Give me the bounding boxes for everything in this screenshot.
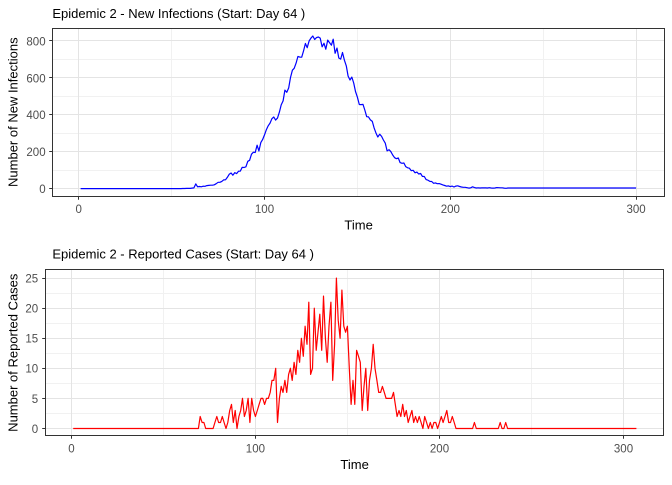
svg-text:100: 100 (246, 443, 265, 455)
svg-text:20: 20 (25, 304, 38, 316)
svg-text:0: 0 (68, 443, 74, 455)
svg-text:400: 400 (26, 110, 45, 122)
svg-text:100: 100 (255, 204, 274, 216)
svg-text:Time: Time (344, 218, 372, 233)
svg-text:0: 0 (32, 424, 38, 436)
svg-text:300: 300 (627, 204, 646, 216)
svg-text:5: 5 (32, 394, 38, 406)
svg-text:200: 200 (26, 147, 45, 159)
svg-text:Number of Reported Cases: Number of Reported Cases (6, 273, 21, 432)
svg-text:800: 800 (26, 36, 45, 48)
svg-text:0: 0 (39, 184, 45, 196)
svg-text:200: 200 (441, 204, 460, 216)
svg-text:200: 200 (430, 443, 449, 455)
svg-text:600: 600 (26, 73, 45, 85)
svg-text:25: 25 (25, 274, 38, 286)
svg-text:Epidemic 2 - Reported Cases (S: Epidemic 2 - Reported Cases (Start: Day … (52, 246, 314, 261)
svg-text:10: 10 (25, 364, 38, 376)
svg-text:Time: Time (340, 457, 368, 472)
svg-text:0: 0 (75, 204, 81, 216)
svg-text:Number of New Infections: Number of New Infections (6, 37, 21, 187)
svg-text:15: 15 (25, 334, 38, 346)
svg-text:300: 300 (614, 443, 633, 455)
svg-text:Epidemic 2 - New Infections (S: Epidemic 2 - New Infections (Start: Day … (52, 6, 305, 21)
